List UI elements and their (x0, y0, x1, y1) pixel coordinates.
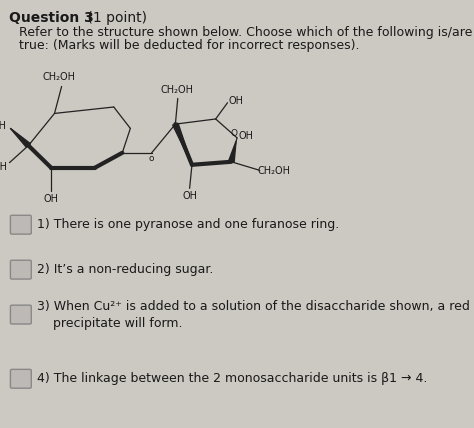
Text: O: O (231, 129, 237, 138)
Polygon shape (10, 128, 30, 147)
Text: OH: OH (44, 194, 59, 204)
Text: CH₂OH: CH₂OH (160, 85, 193, 95)
Text: CH₂OH: CH₂OH (257, 166, 291, 176)
Text: OH: OH (228, 96, 244, 106)
FancyBboxPatch shape (10, 215, 31, 234)
Polygon shape (228, 141, 236, 162)
Text: OH: OH (238, 131, 253, 141)
Text: true: (Marks will be deducted for incorrect responses).: true: (Marks will be deducted for incorr… (19, 39, 359, 52)
Text: CH₂OH: CH₂OH (43, 72, 76, 82)
Text: 1) There is one pyranose and one furanose ring.: 1) There is one pyranose and one furanos… (37, 218, 339, 231)
Text: OH: OH (182, 191, 197, 201)
Text: Question 3: Question 3 (9, 11, 94, 25)
Text: 4) The linkage between the 2 monosaccharide units is β1 → 4.: 4) The linkage between the 2 monosacchar… (37, 372, 428, 385)
FancyBboxPatch shape (10, 305, 31, 324)
Text: OH: OH (0, 121, 7, 131)
Text: OH: OH (0, 162, 8, 172)
FancyBboxPatch shape (10, 369, 31, 388)
Text: 2) It’s a non-reducing sugar.: 2) It’s a non-reducing sugar. (37, 263, 213, 276)
Text: o: o (149, 154, 155, 163)
Text: (1 point): (1 point) (83, 11, 147, 25)
Polygon shape (173, 123, 192, 165)
FancyBboxPatch shape (10, 260, 31, 279)
Text: 3) When Cu²⁺ is added to a solution of the disaccharide shown, a red
    precipi: 3) When Cu²⁺ is added to a solution of t… (37, 300, 470, 330)
Text: Refer to the structure shown below. Choose which of the following is/are: Refer to the structure shown below. Choo… (19, 26, 472, 39)
